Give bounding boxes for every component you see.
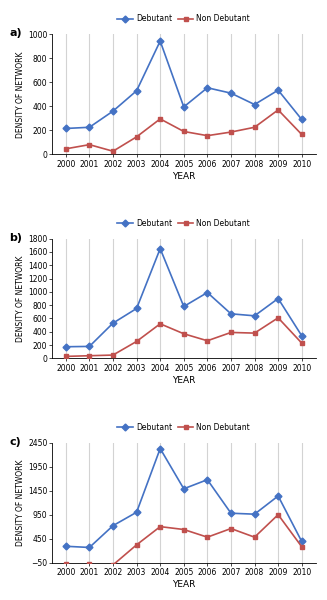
Debutant <box>158 245 162 252</box>
Debutant <box>135 87 139 94</box>
Debutant <box>276 295 280 302</box>
Debutant <box>111 107 115 115</box>
Non Debutant <box>205 533 209 541</box>
Non Debutant <box>111 352 115 359</box>
Non Debutant <box>158 115 162 122</box>
Non Debutant <box>64 560 68 568</box>
Debutant <box>182 103 186 110</box>
Non Debutant <box>229 525 233 532</box>
Debutant <box>300 116 304 123</box>
X-axis label: YEAR: YEAR <box>172 172 196 181</box>
X-axis label: YEAR: YEAR <box>172 580 196 589</box>
Debutant <box>182 485 186 493</box>
Line: Debutant: Debutant <box>63 246 304 349</box>
Non Debutant <box>64 353 68 360</box>
Debutant <box>276 493 280 500</box>
Non Debutant <box>252 329 256 337</box>
Non Debutant <box>205 337 209 344</box>
Debutant <box>158 445 162 452</box>
Non Debutant <box>158 523 162 530</box>
Non Debutant <box>300 131 304 138</box>
Text: b): b) <box>9 233 22 242</box>
Debutant <box>229 310 233 317</box>
Debutant <box>252 511 256 518</box>
Non Debutant <box>252 124 256 131</box>
Non Debutant <box>87 352 91 359</box>
Debutant <box>158 37 162 44</box>
Debutant <box>135 509 139 516</box>
Legend: Debutant, Non Debutant: Debutant, Non Debutant <box>117 422 250 431</box>
Non Debutant <box>182 526 186 533</box>
Line: Debutant: Debutant <box>63 38 304 131</box>
Non Debutant <box>135 133 139 140</box>
Non Debutant <box>87 560 91 568</box>
Debutant <box>87 124 91 131</box>
Non Debutant <box>135 338 139 345</box>
Non Debutant <box>111 148 115 155</box>
Non Debutant <box>252 533 256 541</box>
Debutant <box>229 89 233 97</box>
Non Debutant <box>182 330 186 337</box>
Debutant <box>205 289 209 296</box>
X-axis label: YEAR: YEAR <box>172 376 196 385</box>
Line: Non Debutant: Non Debutant <box>63 512 304 568</box>
Debutant <box>300 538 304 545</box>
Debutant <box>64 542 68 550</box>
Debutant <box>111 320 115 327</box>
Debutant <box>300 332 304 340</box>
Line: Non Debutant: Non Debutant <box>63 107 304 154</box>
Debutant <box>252 101 256 108</box>
Line: Non Debutant: Non Debutant <box>63 316 304 359</box>
Y-axis label: DENSITY OF NETWORK: DENSITY OF NETWORK <box>16 255 25 342</box>
Legend: Debutant, Non Debutant: Debutant, Non Debutant <box>117 14 250 23</box>
Legend: Debutant, Non Debutant: Debutant, Non Debutant <box>117 218 250 227</box>
Non Debutant <box>276 511 280 518</box>
Non Debutant <box>276 106 280 113</box>
Non Debutant <box>158 320 162 328</box>
Non Debutant <box>135 541 139 548</box>
Debutant <box>182 303 186 310</box>
Debutant <box>64 343 68 350</box>
Debutant <box>87 544 91 551</box>
Debutant <box>276 86 280 94</box>
Non Debutant <box>229 329 233 336</box>
Non Debutant <box>205 132 209 139</box>
Debutant <box>229 509 233 517</box>
Non Debutant <box>229 128 233 136</box>
Debutant <box>252 312 256 319</box>
Debutant <box>135 305 139 312</box>
Line: Debutant: Debutant <box>63 446 304 550</box>
Debutant <box>87 343 91 350</box>
Non Debutant <box>182 128 186 135</box>
Debutant <box>205 476 209 483</box>
Non Debutant <box>64 145 68 152</box>
Y-axis label: DENSITY OF NETWORK: DENSITY OF NETWORK <box>16 51 25 137</box>
Text: a): a) <box>9 28 22 38</box>
Debutant <box>111 522 115 529</box>
Debutant <box>64 125 68 132</box>
Debutant <box>205 84 209 91</box>
Non Debutant <box>300 543 304 550</box>
Non Debutant <box>87 141 91 148</box>
Non Debutant <box>111 562 115 569</box>
Text: c): c) <box>9 437 21 447</box>
Non Debutant <box>276 314 280 322</box>
Y-axis label: DENSITY OF NETWORK: DENSITY OF NETWORK <box>16 460 25 546</box>
Non Debutant <box>300 340 304 347</box>
